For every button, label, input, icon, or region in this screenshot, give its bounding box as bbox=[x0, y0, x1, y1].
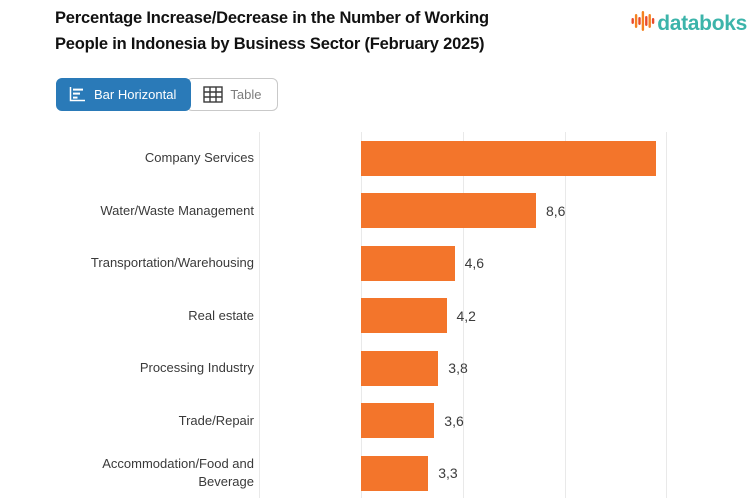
horizontal-bar-chart-icon bbox=[68, 86, 87, 103]
bar[interactable] bbox=[361, 245, 455, 281]
value-label: 8,6 bbox=[546, 202, 566, 219]
bar-chart: Company Services Water/Waste Management 8,… bbox=[0, 130, 753, 498]
bar-horizontal-label: Bar Horizontal bbox=[94, 87, 177, 102]
category-label: Processing Industry bbox=[139, 360, 254, 376]
bar[interactable] bbox=[361, 350, 439, 386]
value-label: 4,2 bbox=[456, 307, 476, 324]
logo-text: databoks bbox=[657, 11, 747, 35]
category-label: Company Services bbox=[144, 150, 254, 166]
databoks-logo: databoks bbox=[631, 8, 747, 39]
gridline bbox=[259, 132, 261, 498]
equalizer-bars-icon bbox=[631, 8, 655, 39]
value-label: 4,6 bbox=[464, 255, 485, 272]
title-line2: People in Indonesia by Business Sector (… bbox=[55, 35, 485, 53]
value-label: 3,6 bbox=[444, 412, 464, 429]
category-label: Transportation/Warehousing bbox=[90, 255, 254, 271]
category-label: Water/Waste Management bbox=[100, 202, 254, 218]
title-line1: Percentage Increase/Decrease in the Numb… bbox=[55, 9, 489, 27]
gridline bbox=[564, 132, 566, 498]
category-label: Real estate bbox=[188, 307, 254, 323]
gridline bbox=[666, 132, 668, 498]
bar[interactable] bbox=[361, 298, 447, 334]
table-grid-icon bbox=[203, 86, 224, 103]
value-label: 3,3 bbox=[438, 465, 458, 482]
bar[interactable] bbox=[361, 455, 429, 491]
bar-horizontal-button[interactable]: Bar Horizontal bbox=[56, 78, 192, 111]
value-label: 3,8 bbox=[448, 360, 468, 377]
category-label: Accommodation/Food and Beverage bbox=[102, 456, 254, 490]
bar[interactable] bbox=[361, 140, 657, 176]
chart-view-toggle: Bar Horizontal Table bbox=[56, 78, 279, 111]
bar[interactable] bbox=[361, 193, 536, 229]
bar[interactable] bbox=[361, 403, 435, 439]
gridline bbox=[462, 132, 464, 498]
table-button[interactable]: Table bbox=[186, 78, 279, 111]
category-label: Trade/Repair bbox=[178, 412, 254, 428]
table-label: Table bbox=[230, 87, 262, 102]
page-title: Percentage Increase/Decrease in the Numb… bbox=[55, 5, 575, 57]
